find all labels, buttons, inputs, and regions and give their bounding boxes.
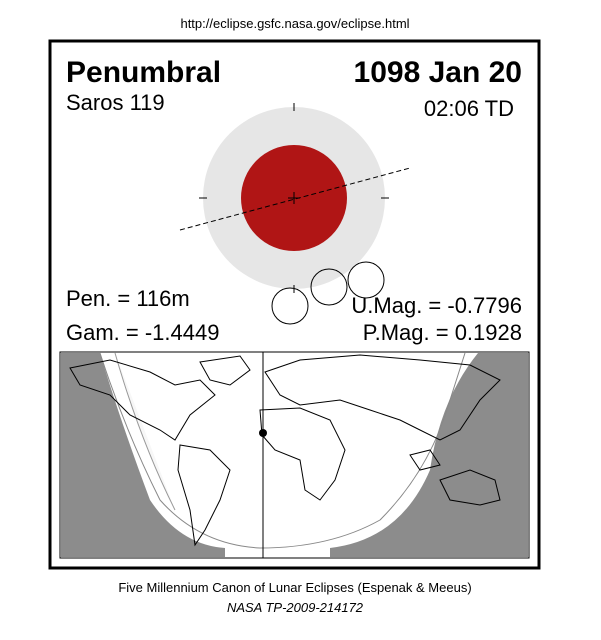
footer-title: Five Millennium Canon of Lunar Eclipses …	[118, 580, 471, 595]
pen: Pen. = 116m	[66, 286, 190, 311]
night-right	[330, 353, 528, 557]
world-map	[59, 351, 530, 559]
url: http://eclipse.gsfc.nasa.gov/eclipse.htm…	[180, 16, 409, 31]
pmag: P.Mag. = 0.1928	[363, 320, 522, 345]
frame	[48, 39, 541, 570]
umbral-contact	[114, 352, 176, 511]
saros: Saros 119	[66, 90, 165, 115]
eclipse-type: Penumbral	[66, 56, 221, 89]
umag: U.Mag. = -0.7796	[351, 293, 522, 318]
time: 02:06 TD	[424, 96, 514, 121]
geometry	[179, 103, 411, 325]
moon-positions	[271, 261, 385, 325]
ticks	[199, 103, 389, 293]
night-left	[61, 353, 225, 557]
greatest-eclipse-point	[259, 429, 267, 437]
penumbral-contact	[99, 352, 466, 549]
coastlines	[69, 354, 501, 547]
eclipse-date: 1098 Jan 20	[354, 56, 522, 89]
footer-ref: NASA TP-2009-214172	[227, 600, 364, 615]
gam: Gam. = -1.4449	[66, 320, 219, 345]
